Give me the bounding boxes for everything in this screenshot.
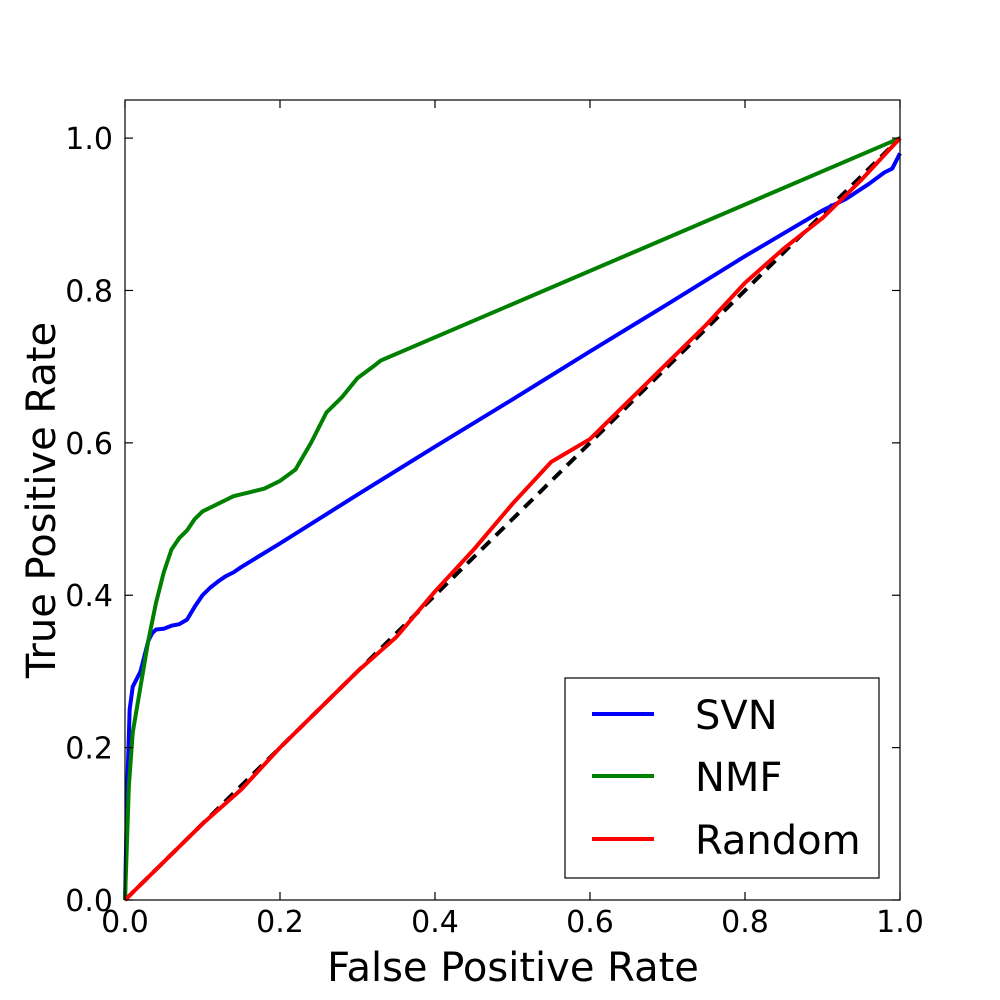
x-tick-label: 0.6 bbox=[566, 905, 614, 940]
y-axis-label: True Positive Rate bbox=[19, 322, 65, 679]
legend: SVN NMF Random bbox=[564, 677, 880, 879]
y-tick-label: 0.6 bbox=[65, 427, 113, 462]
y-tick-label: 0.2 bbox=[65, 732, 113, 767]
series-line-random bbox=[123, 136, 902, 902]
x-tick-label: 0.0 bbox=[101, 905, 149, 940]
plot-frame bbox=[124, 99, 901, 901]
legend-label-random: Random bbox=[695, 818, 861, 864]
x-tick-label: 1.0 bbox=[876, 905, 924, 940]
y-tick-label: 1.0 bbox=[65, 122, 113, 157]
y-tick-label: 0.4 bbox=[65, 579, 113, 614]
legend-label-nmf: NMF bbox=[695, 755, 782, 801]
plot-lines bbox=[123, 136, 902, 902]
y-tick-label: 0.0 bbox=[65, 884, 113, 919]
series-line-nmf bbox=[123, 136, 901, 901]
x-tick-label: 0.8 bbox=[721, 905, 769, 940]
x-axis-label: False Positive Rate bbox=[327, 945, 699, 991]
legend-label-svn: SVN bbox=[695, 693, 778, 739]
axis-tick-labels: 0.0 0.2 0.4 0.6 0.8 1.0 0.0 0.2 0.4 0.6 0.8 1.0 bbox=[65, 122, 924, 940]
y-tick-label: 0.8 bbox=[65, 274, 113, 309]
x-tick-label: 0.2 bbox=[256, 905, 304, 940]
x-tick-label: 0.4 bbox=[411, 905, 459, 940]
axis-ticks bbox=[124, 100, 901, 901]
